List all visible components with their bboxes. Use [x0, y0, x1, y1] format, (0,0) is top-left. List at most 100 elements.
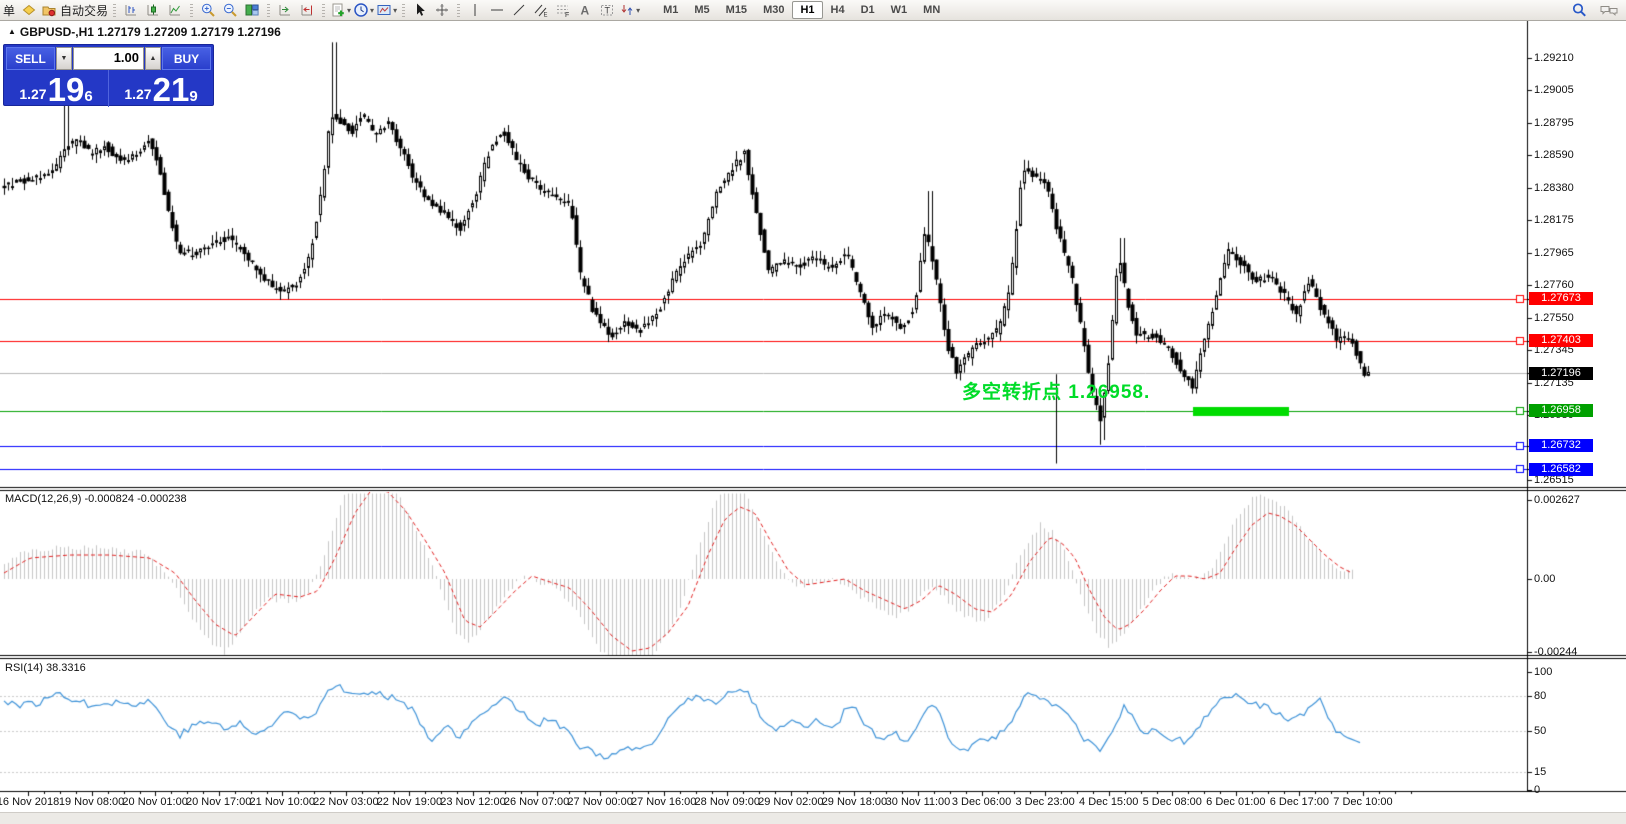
zoom-in-button[interactable]: [197, 1, 219, 20]
one-click-trading-panel: SELL ▼ 1.00 ▲ BUY 1.27 19 6 1.27 21 9: [3, 44, 214, 107]
indicators-button[interactable]: ▾: [329, 1, 352, 20]
candlestick-chart-button[interactable]: [142, 1, 164, 20]
dropdown-arrow[interactable]: ▾: [347, 5, 352, 15]
line-chart-icon: [169, 5, 181, 16]
channel-icon: E: [534, 4, 548, 18]
arrows-button[interactable]: ▾: [618, 1, 641, 20]
price-tick: 1.28795: [1534, 116, 1574, 129]
volume-input[interactable]: 1.00: [73, 47, 144, 70]
rsi-tick: 80: [1534, 689, 1547, 702]
order-menu-label[interactable]: 单: [3, 3, 16, 18]
dropdown-arrow[interactable]: ▾: [370, 5, 375, 15]
periods-button[interactable]: ▾: [352, 1, 375, 20]
rsi-label: RSI(14) 38.3316: [5, 662, 86, 674]
time-tick-label: 20 Nov 01:00: [122, 796, 188, 808]
time-tick-label: 30 Nov 11:00: [885, 796, 951, 808]
zoom-out-icon: [224, 3, 237, 17]
timeframe-group: M1 M5 M15 M30 H1 H4 D1 W1 MN: [655, 1, 948, 19]
timeframe-H1[interactable]: H1: [792, 1, 823, 19]
timeframe-H4[interactable]: H4: [830, 4, 845, 16]
dropdown-arrow[interactable]: ▾: [636, 5, 641, 15]
arrows-icon: [621, 5, 633, 15]
rsi-tick: 100: [1534, 666, 1553, 678]
price-tick: 1.29005: [1534, 84, 1574, 97]
fibonacci-icon: F: [557, 5, 569, 18]
toolbar-grip: [267, 3, 271, 17]
search-button[interactable]: [1568, 1, 1590, 20]
expert-advisors-icon: [42, 6, 56, 17]
time-tick-label: 19 Nov 08:00: [58, 796, 125, 808]
new-order-button[interactable]: [18, 1, 40, 20]
dropdown-arrow[interactable]: ▾: [393, 5, 398, 15]
chat-button[interactable]: [1598, 1, 1620, 20]
chart-shift-button[interactable]: [296, 1, 318, 20]
crosshair-icon: [436, 4, 449, 16]
chart-shift-icon: [301, 5, 313, 16]
buy-button[interactable]: BUY: [162, 47, 211, 70]
timeframe-W1[interactable]: W1: [890, 4, 908, 16]
time-tick-label: 23 Nov 12:00: [440, 796, 506, 808]
indicators-icon: [332, 3, 344, 17]
macd-tick: 0.002627: [1534, 494, 1580, 507]
chart-title: ▲ GBPUSD-,H1 1.27179 1.27209 1.27179 1.27…: [8, 25, 281, 39]
level-price-badge: 1.27673: [1529, 292, 1593, 306]
time-tick-label: 7 Dec 10:00: [1333, 796, 1393, 808]
time-tick-label: 3 Dec 23:00: [1015, 796, 1075, 808]
tile-windows-button[interactable]: [241, 1, 263, 20]
trendline-icon: [513, 4, 525, 16]
price-tick: 1.26515: [1534, 473, 1574, 486]
sell-button[interactable]: SELL: [6, 47, 55, 70]
timeframe-MN[interactable]: MN: [923, 4, 941, 16]
template-icon: [377, 5, 391, 15]
templates-button[interactable]: ▾: [375, 1, 398, 20]
auto-trading-button[interactable]: 自动交易: [40, 1, 109, 20]
auto-scroll-button[interactable]: [274, 1, 296, 20]
vertical-line-button[interactable]: [464, 1, 486, 20]
toolbar-right: [1568, 0, 1620, 20]
time-tick-label: 20 Nov 17:00: [185, 796, 252, 808]
zoom-out-button[interactable]: [219, 1, 241, 20]
price-tick: 1.27760: [1534, 279, 1574, 292]
buy-price[interactable]: 1.27 21 9: [124, 71, 198, 108]
timeframe-M30[interactable]: M30: [763, 4, 785, 16]
price-tick: 1.29210: [1534, 52, 1574, 64]
timeframe-M15[interactable]: M15: [725, 4, 748, 16]
trendline-button[interactable]: [508, 1, 530, 20]
chart-title-text: GBPUSD-,H1 1.27179 1.27209 1.27179 1.271…: [19, 25, 281, 39]
time-tick-label: 16 Nov 2018: [0, 796, 60, 808]
volume-decrease-button[interactable]: ▼: [56, 47, 72, 70]
collapse-triangle-icon[interactable]: ▲: [8, 27, 16, 36]
toolbar-grip: [113, 3, 117, 17]
time-tick-label: 26 Nov 07:00: [503, 796, 570, 808]
fibonacci-button[interactable]: F: [552, 1, 574, 20]
rsi-tick: 15: [1534, 766, 1547, 779]
volume-increase-button[interactable]: ▲: [145, 47, 161, 70]
new-order-icon: [22, 4, 36, 16]
timeframe-M1[interactable]: M1: [663, 4, 679, 16]
crosshair-button[interactable]: [431, 1, 453, 20]
timeframe-D1[interactable]: D1: [860, 4, 875, 16]
svg-text:F: F: [565, 12, 569, 18]
trade-panel-price-row: 1.27 19 6 1.27 21 9: [4, 70, 213, 107]
timeframe-M5[interactable]: M5: [694, 4, 710, 16]
horizontal-line-button[interactable]: [486, 1, 508, 20]
price-tick: 1.28175: [1534, 214, 1574, 227]
time-tick-label: 4 Dec 15:00: [1079, 796, 1139, 808]
toolbar: 单 自动交易 ▾ ▾ ▾: [0, 0, 1626, 21]
level-price-badge: 1.26582: [1529, 462, 1593, 476]
price-tick: 1.28380: [1534, 181, 1574, 194]
time-tick-label: 22 Nov 19:00: [376, 796, 443, 808]
label-t-icon: T: [601, 5, 614, 16]
clock-icon: [354, 3, 368, 17]
equidistant-channel-button[interactable]: E: [530, 1, 552, 20]
macd-tick: -0.00244: [1534, 646, 1578, 659]
line-chart-button[interactable]: [164, 1, 186, 20]
cursor-button[interactable]: [409, 1, 431, 20]
sell-price[interactable]: 1.27 19 6: [4, 70, 109, 107]
text-label-button[interactable]: T: [596, 1, 618, 20]
text-button[interactable]: A: [574, 1, 596, 20]
tile-windows-icon: [245, 4, 259, 16]
candlestick-chart-icon: [147, 4, 159, 16]
bar-chart-button[interactable]: [120, 1, 142, 20]
